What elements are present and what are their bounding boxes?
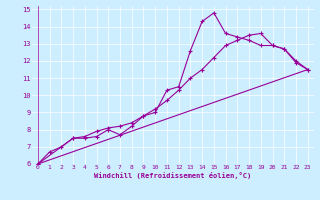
X-axis label: Windchill (Refroidissement éolien,°C): Windchill (Refroidissement éolien,°C) (94, 172, 252, 179)
